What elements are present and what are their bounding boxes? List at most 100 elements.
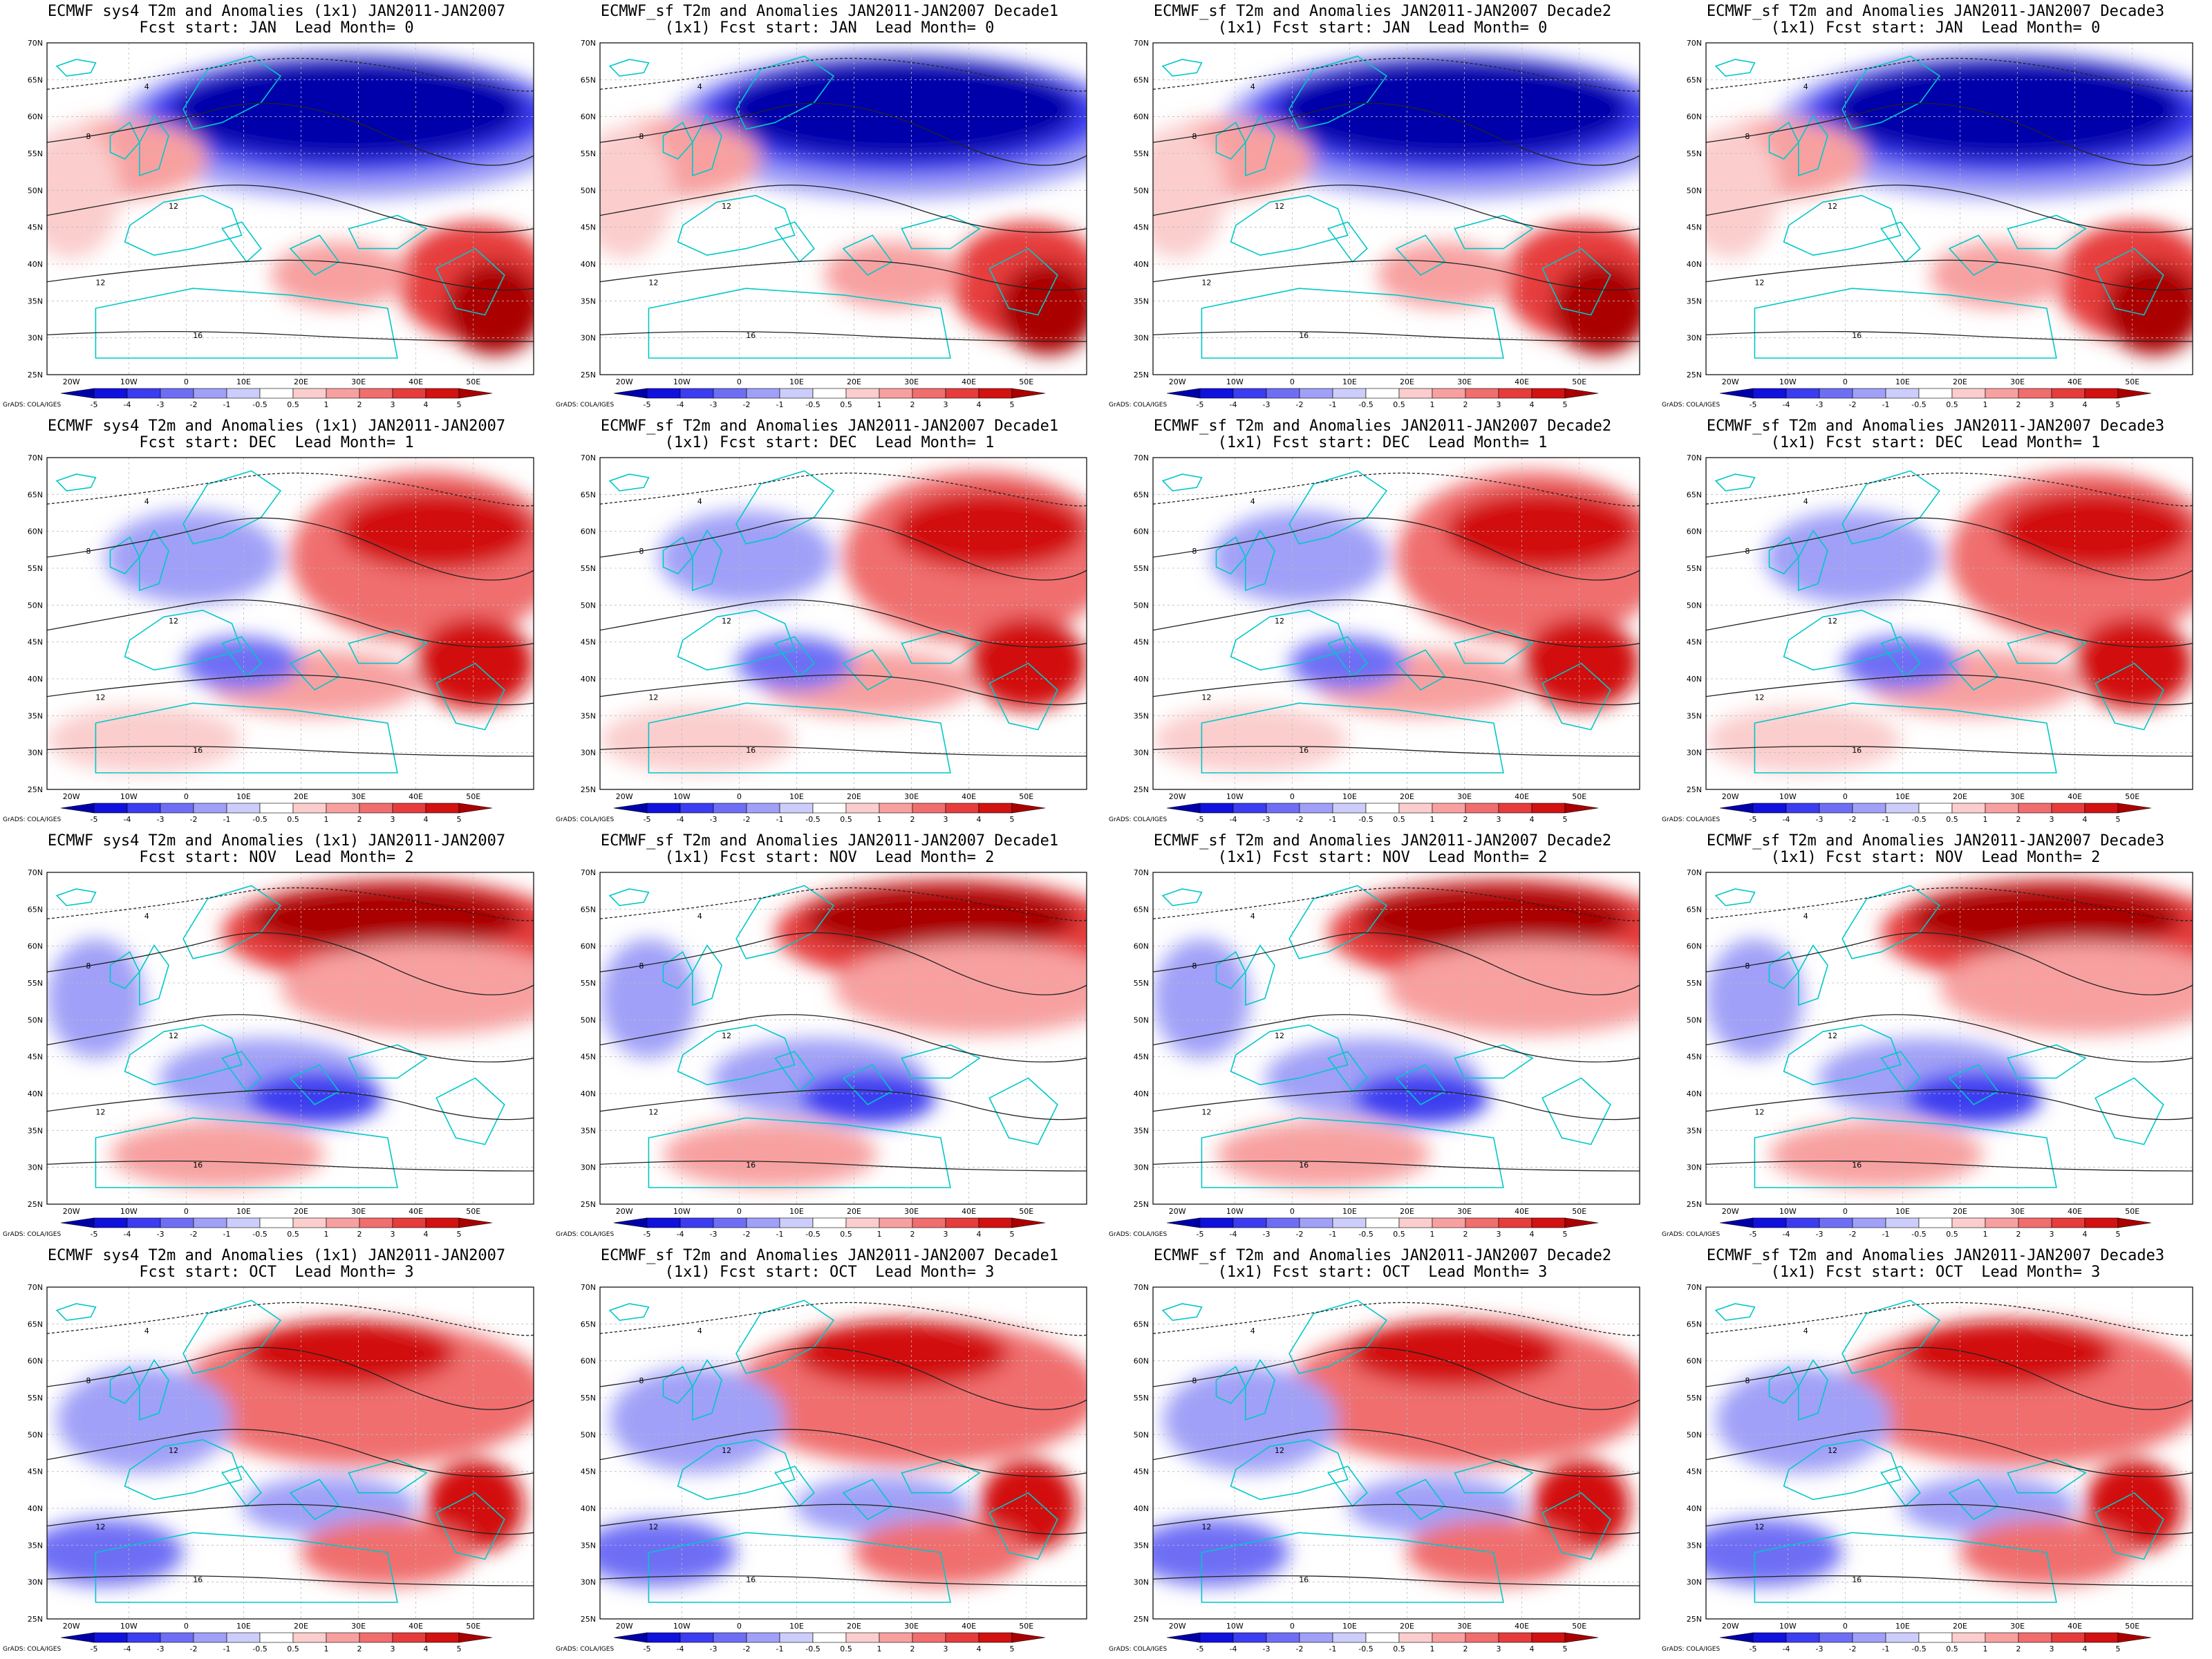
anomaly-region [1352, 1071, 1489, 1125]
anomaly-region [2105, 261, 2193, 355]
coastline [1541, 1077, 1611, 1145]
coastline [1201, 702, 1504, 774]
colorbar-swatch [1852, 1217, 1886, 1228]
temperature-contour [47, 185, 534, 233]
lat-label: 70N [1687, 453, 1702, 462]
colorbar-swatch [1498, 1632, 1533, 1643]
colorbar-swatch [1332, 1632, 1367, 1643]
colorbar-swatch [1531, 1217, 1566, 1228]
colorbar-swatch [2051, 1217, 2086, 1228]
colorbar-swatch [2018, 803, 2052, 814]
map-canvas: 4812121670N65N60N55N50N45N40N35N30N25N20… [1109, 868, 1640, 1239]
colorbar-swatch [1564, 1217, 1599, 1228]
colorbar-tick-label: 3 [944, 815, 948, 824]
lat-label: 70N [581, 39, 596, 48]
temperature-contour [600, 57, 1087, 92]
colorbar-swatch [160, 388, 194, 399]
colorbar-tick-label: 1 [324, 815, 329, 824]
colorbar-swatch [945, 388, 980, 399]
contour-label: 12 [95, 278, 105, 287]
coastline [1395, 1479, 1446, 1521]
colorbar-tick-label: 4 [977, 400, 982, 409]
colorbar-swatch [160, 803, 194, 814]
lon-label: 20W [1169, 1622, 1186, 1631]
coastline [95, 288, 398, 359]
lat-label: 45N [28, 1468, 43, 1477]
colorbar-swatch [912, 388, 946, 399]
lat-label: 55N [581, 979, 596, 988]
lat-label: 40N [581, 1089, 596, 1098]
colorbar-tick-label: -1 [776, 815, 784, 824]
panel-subtitle: (1x1) Fcst start: OCT Lead Month= 3 [664, 1264, 995, 1281]
temperature-contour [47, 1089, 534, 1121]
coastline [1880, 221, 1921, 263]
contour-label: 12 [1275, 202, 1284, 211]
colorbar-swatch [812, 1217, 847, 1228]
temperature-contour [1153, 887, 1640, 921]
colorbar-tick-label: 3 [1497, 815, 1501, 824]
contour-label: 4 [1250, 82, 1255, 91]
anomaly-region [799, 1071, 936, 1125]
coastline [289, 1064, 340, 1106]
colorbar-swatch [2084, 1217, 2119, 1228]
contour-label: 4 [1803, 497, 1808, 506]
lon-label: 40E [1515, 1622, 1529, 1631]
grads-credit: GrADS: COLA/IGES [556, 402, 614, 409]
colorbar-swatch [292, 1217, 327, 1228]
lat-label: 30N [28, 1163, 43, 1172]
coastline [435, 662, 505, 731]
colorbar-swatch [1985, 1632, 2019, 1643]
temperature-contour [1706, 1089, 2193, 1121]
coastline [774, 1051, 815, 1092]
lat-label: 65N [1134, 75, 1149, 84]
colorbar-swatch [93, 1217, 128, 1228]
grads-credit: GrADS: COLA/IGES [556, 1646, 614, 1653]
map-panel: ECMWF sys4 T2m and Anomalies (1x1) JAN20… [0, 1244, 553, 1659]
lat-label: 60N [28, 113, 43, 122]
lat-label: 45N [1134, 1468, 1149, 1477]
lat-label: 35N [581, 1126, 596, 1135]
lon-label: 0 [1843, 1622, 1848, 1631]
colorbar-swatch [1299, 388, 1333, 399]
lat-label: 35N [581, 297, 596, 306]
colorbar-swatch [1432, 803, 1466, 814]
map-canvas: 4812121670N65N60N55N50N45N40N35N30N25N20… [3, 453, 534, 824]
lon-label: 10W [673, 377, 691, 386]
coastline [1245, 529, 1275, 592]
map-panel: ECMWF sys4 T2m and Anomalies (1x1) JAN20… [0, 415, 553, 830]
colorbar-swatch [326, 1632, 360, 1643]
colorbar-swatch [1166, 1217, 1201, 1228]
colorbar-tick-label: 0.5 [1946, 815, 1958, 824]
colorbar-tick-label: 2 [910, 1644, 915, 1653]
lon-label: 50E [466, 377, 480, 386]
lat-label: 70N [28, 1283, 43, 1292]
coastline [842, 1479, 893, 1521]
lat-label: 50N [1134, 1015, 1149, 1024]
anomaly-region [339, 491, 534, 571]
colorbar-swatch [1719, 1632, 1754, 1643]
lat-label: 35N [28, 1541, 43, 1550]
colorbar-swatch [126, 388, 161, 399]
lat-label: 70N [28, 868, 43, 877]
colorbar-tick-label: 2 [2016, 400, 2021, 409]
colorbar-swatch [1398, 803, 1433, 814]
colorbar-swatch [1011, 1217, 1046, 1228]
lat-label: 65N [581, 490, 596, 499]
lat-label: 35N [581, 1541, 596, 1550]
contour-label: 8 [1192, 962, 1197, 971]
lon-label: 10E [1342, 377, 1357, 386]
colorbar-tick-label: -1 [776, 400, 784, 409]
anomaly-region [47, 939, 144, 1058]
anomaly-region [600, 706, 795, 773]
lon-label: 50E [1572, 1207, 1586, 1216]
colorbar-swatch [912, 1632, 946, 1643]
contour-label: 8 [1192, 547, 1197, 556]
colorbar-swatch [1719, 388, 1754, 399]
colorbar-swatch [1199, 1217, 1234, 1228]
lat-label: 50N [28, 186, 43, 195]
grads-credit: GrADS: COLA/IGES [1662, 402, 1720, 409]
contour-label: 12 [169, 617, 178, 626]
panel-title: ECMWF_sf T2m and Anomalies JAN2011-JAN20… [1153, 3, 1612, 20]
lon-label: 0 [184, 1207, 189, 1216]
colorbar-tick-label: -4 [1230, 1644, 1237, 1653]
